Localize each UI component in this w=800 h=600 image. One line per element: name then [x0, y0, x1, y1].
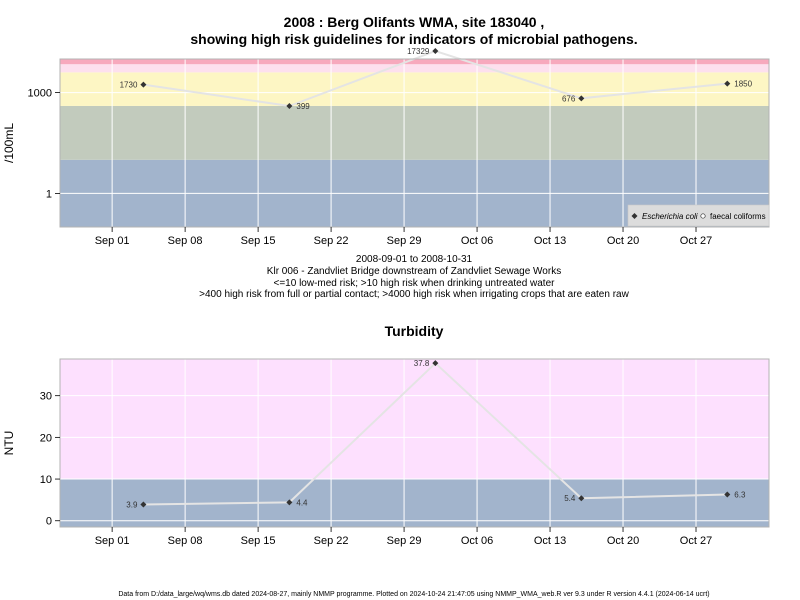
x-tick-label: Sep 08 — [168, 235, 203, 247]
x-tick-label: Sep 01 — [95, 535, 130, 547]
data-label: 676 — [562, 94, 576, 103]
caption-risk-drinking: <=10 low-med risk; >10 high risk when dr… — [274, 278, 556, 289]
data-point — [578, 95, 585, 102]
data-point — [286, 103, 293, 110]
data-label: 1730 — [120, 81, 138, 90]
footer-note: Data from D:/data_large/wq/wms.db dated … — [118, 591, 709, 598]
x-tick-label: Sep 15 — [241, 235, 276, 247]
data-label: 17329 — [407, 47, 430, 56]
legend-marker-ecoli — [631, 213, 638, 219]
data-point — [432, 47, 439, 54]
x-tick-label: Sep 01 — [95, 235, 130, 247]
y-axis-label: /100mL — [2, 123, 16, 163]
microbial-chart: 2008 : Berg Olifants WMA, site 183040 , … — [2, 14, 770, 300]
y-tick-label: 0 — [46, 516, 52, 528]
risk-band-1 — [60, 359, 769, 480]
data-label: 3.9 — [126, 500, 138, 509]
chart-title: 2008 : Berg Olifants WMA, site 183040 , — [284, 14, 545, 30]
data-point — [140, 501, 147, 508]
data-point — [286, 499, 293, 506]
data-points: 1730 399 17329 676 1850 — [120, 47, 753, 111]
data-label: 399 — [296, 102, 310, 111]
data-label: 4.4 — [296, 498, 308, 507]
gridlines — [60, 359, 769, 527]
data-point — [432, 360, 439, 367]
x-tick-label: Sep 15 — [241, 535, 276, 547]
data-points: 3.9 4.4 37.8 5.4 6.3 — [126, 359, 746, 509]
axes: Sep 01 Sep 08 Sep 15 Sep 22 Sep 29 Oct 06 Oct … — [28, 88, 713, 247]
data-point — [724, 491, 731, 498]
risk-bands — [60, 59, 769, 227]
plot-frame — [59, 58, 770, 228]
x-tick-label: Sep 08 — [168, 535, 203, 547]
x-tick-label: Sep 29 — [387, 535, 422, 547]
legend: Escherichia coli faecal coliforms — [627, 204, 770, 227]
legend-marker-faecal — [700, 213, 706, 219]
x-tick-label: Oct 27 — [680, 235, 712, 247]
x-tick-label: Sep 22 — [314, 535, 349, 547]
plot-frame — [59, 358, 770, 528]
y-axis-label: NTU — [2, 431, 16, 456]
caption-risk-contact: >400 high risk from full or partial cont… — [199, 289, 629, 300]
data-point — [724, 80, 731, 87]
x-tick-label: Oct 20 — [607, 235, 639, 247]
caption-site: Klr 006 - Zandvliet Bridge downstream of… — [267, 266, 561, 277]
legend-box — [627, 204, 770, 227]
x-tick-label: Oct 06 — [461, 235, 493, 247]
data-point — [578, 495, 585, 502]
y-tick-label: 20 — [40, 432, 52, 444]
y-tick-label: 10 — [40, 474, 52, 486]
y-tick-label: 1000 — [28, 88, 52, 100]
risk-band-0 — [60, 479, 769, 527]
x-tick-label: Oct 13 — [534, 235, 566, 247]
legend-label-ecoli: Escherichia coli — [642, 212, 698, 221]
risk-bands — [60, 359, 769, 527]
axes: Sep 01 Sep 08 Sep 15 Sep 22 Sep 29 Oct 06 Oct … — [40, 391, 712, 547]
legend-label-faecal: faecal coliforms — [710, 212, 766, 221]
x-tick-label: Oct 13 — [534, 535, 566, 547]
gridlines — [60, 59, 769, 227]
data-point — [140, 81, 147, 88]
chart-subtitle: showing high risk guidelines for indicat… — [190, 31, 637, 47]
data-label: 5.4 — [564, 494, 576, 503]
data-label: 37.8 — [414, 359, 430, 368]
risk-band-4 — [60, 59, 769, 65]
x-tick-label: Oct 06 — [461, 535, 493, 547]
turbidity-chart: Turbidity 3.9 4.437.85.4 6.3 Sep 01 Sep 08 S… — [2, 323, 770, 547]
data-label: 6.3 — [734, 490, 746, 499]
y-tick-label: 30 — [40, 391, 52, 403]
data-label: 1850 — [734, 80, 752, 89]
x-tick-label: Oct 27 — [680, 535, 712, 547]
caption-date-range: 2008-09-01 to 2008-10-31 — [356, 254, 473, 265]
chart-title: Turbidity — [385, 323, 444, 339]
risk-band-1 — [60, 105, 769, 160]
y-tick-label: 1 — [46, 188, 52, 200]
x-tick-label: Oct 20 — [607, 535, 639, 547]
x-tick-label: Sep 22 — [314, 235, 349, 247]
x-tick-label: Sep 29 — [387, 235, 422, 247]
risk-band-3 — [60, 64, 769, 73]
